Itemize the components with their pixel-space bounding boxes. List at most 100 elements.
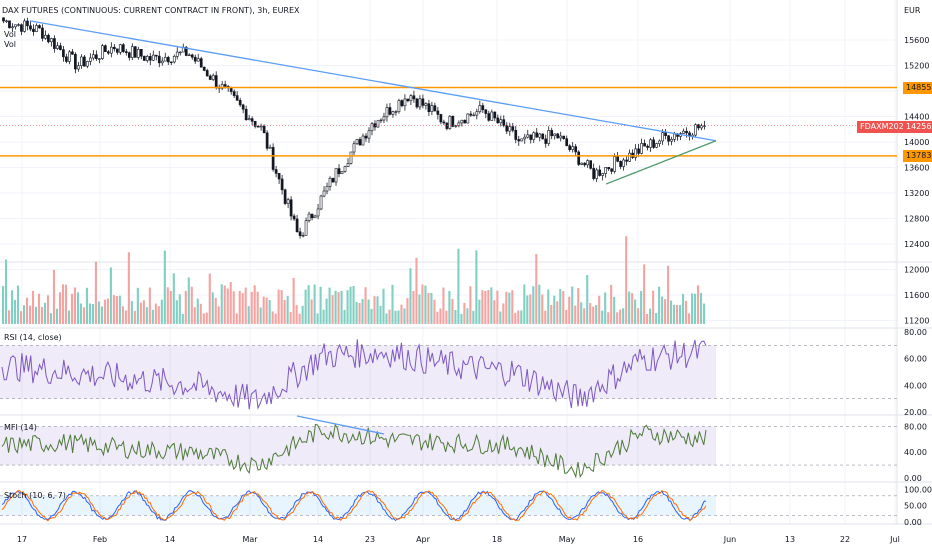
candle-body: [313, 215, 317, 219]
candle-body: [121, 44, 125, 52]
candle-body: [646, 145, 649, 148]
price-tick-label: 11600: [904, 291, 929, 300]
candle-body: [95, 54, 98, 59]
volume-bar: [295, 305, 298, 324]
candle-body: [415, 98, 419, 108]
candle-body: [460, 119, 464, 124]
candle-body: [475, 111, 479, 116]
volume-bar: [532, 286, 535, 324]
candle-body: [493, 111, 497, 119]
volume-bar: [565, 309, 568, 324]
volume-bar: [598, 295, 601, 324]
volume-bar: [118, 295, 121, 324]
candle-body: [277, 173, 281, 180]
volume-bar: [433, 299, 436, 324]
volume-bar: [670, 300, 673, 324]
volume-bar: [577, 288, 580, 324]
volume-bar: [247, 306, 250, 324]
volume-bar: [508, 292, 511, 324]
volume-bar: [160, 299, 163, 324]
volume-bar: [466, 308, 469, 324]
volume-bar: [226, 288, 229, 324]
volume-bar: [364, 287, 367, 324]
candle-body: [370, 123, 374, 132]
candle-body: [577, 151, 581, 165]
candle-body: [538, 133, 542, 138]
candle-body: [109, 46, 113, 54]
volume-bar: [397, 310, 400, 324]
indicator-band: [0, 426, 716, 466]
volume-bar: [658, 286, 661, 324]
candle-body: [592, 168, 596, 179]
volume-bar: [502, 303, 505, 324]
candle-body: [574, 146, 578, 153]
volume-bar: [49, 313, 53, 324]
candle-body: [331, 177, 335, 183]
candle-body: [325, 186, 329, 192]
stoch-pane: 100.00 50.00 0.00: [0, 485, 932, 527]
volume-bar: [46, 295, 50, 324]
candle-body: [304, 220, 308, 236]
price-tick-label: 13200: [904, 189, 929, 198]
volume-bar: [238, 290, 241, 324]
mfi-trend-line: [296, 415, 385, 435]
volume-bar: [628, 291, 631, 324]
time-tick-label: 22: [840, 535, 850, 544]
volume-bar: [94, 261, 97, 324]
volume-bar: [616, 312, 619, 324]
candle-body: [77, 65, 80, 70]
candle-body: [652, 139, 655, 148]
candle-body: [124, 51, 128, 53]
candle-body: [92, 54, 95, 59]
candle-body: [391, 111, 395, 115]
candle-body: [101, 45, 104, 59]
candle-body: [235, 95, 239, 101]
candle-body: [274, 169, 278, 174]
candle-body: [71, 51, 74, 55]
volume-bar: [586, 274, 589, 324]
candle-body: [244, 108, 248, 121]
candle-body: [397, 100, 401, 112]
candle-body: [14, 24, 17, 28]
candle-body: [349, 151, 353, 164]
volume-bar: [166, 287, 169, 324]
volume-bar: [121, 306, 124, 324]
volume-bar: [526, 295, 529, 324]
candle-body: [271, 147, 275, 170]
rsi-label: RSI (14, close): [4, 333, 62, 342]
candle-body: [53, 38, 56, 49]
candle-body: [625, 159, 628, 162]
volume-bar: [379, 305, 382, 324]
candle-body: [80, 56, 83, 67]
price-tick-label: 14400: [904, 113, 929, 122]
candle-body: [694, 124, 697, 136]
candle-body: [421, 98, 425, 106]
candle-body: [508, 126, 512, 132]
candle-body: [316, 208, 320, 217]
candle-body: [343, 166, 347, 172]
candle-body: [394, 111, 398, 113]
candle-body: [340, 171, 344, 175]
candle-body: [364, 135, 368, 139]
volume-bar: [163, 250, 166, 324]
volume-bar: [274, 313, 277, 324]
candle-body: [604, 167, 607, 174]
volume-bar: [82, 307, 85, 324]
volume-bar: [322, 309, 325, 324]
volume-bar: [169, 290, 172, 324]
candle-body: [256, 126, 260, 128]
candle-body: [298, 231, 302, 236]
volume-bar: [52, 269, 56, 324]
volume-bar: [505, 291, 508, 324]
volume-bar: [571, 286, 574, 324]
volume-bar: [448, 290, 451, 324]
candle-body: [50, 38, 53, 43]
candle-body: [253, 120, 257, 127]
volume-bar: [556, 301, 559, 324]
volume-bar: [622, 308, 625, 324]
candle-body: [41, 27, 44, 39]
volume-bar: [352, 285, 355, 324]
volume-bar: [361, 298, 364, 324]
volume-bar: [559, 289, 562, 324]
